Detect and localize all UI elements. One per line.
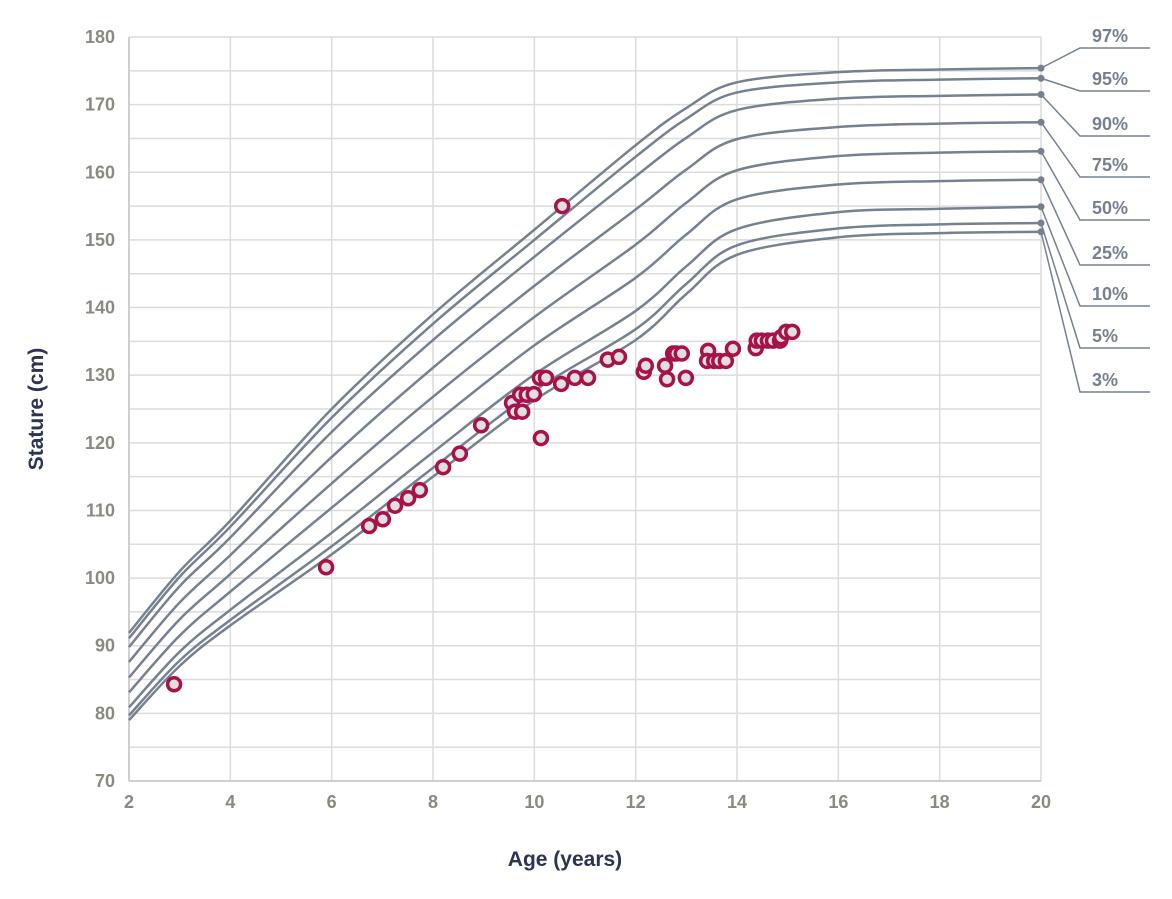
y-tick-label: 70 bbox=[95, 771, 115, 791]
y-tick-label: 110 bbox=[86, 500, 115, 520]
percentile-curve-75 bbox=[128, 120, 1042, 663]
measurement-point bbox=[434, 458, 452, 476]
axes: 2 4 6 8 10 12 14 16 18 20 70 80 90 100 110 120 130 140 150… bbox=[85, 27, 1051, 812]
y-tick-label: 180 bbox=[85, 27, 115, 47]
measurement-point bbox=[724, 340, 742, 358]
y-tick-label: 140 bbox=[85, 298, 115, 318]
percentile-leader-line bbox=[1040, 93, 1150, 137]
percentile-label: 10% bbox=[1092, 284, 1128, 304]
measurement-point bbox=[553, 197, 571, 215]
percentile-curve-90 bbox=[128, 93, 1042, 648]
measurement-point bbox=[317, 559, 335, 576]
percentile-curves bbox=[128, 66, 1042, 721]
x-tick-label: 16 bbox=[828, 792, 848, 812]
percentile-leader-line bbox=[1040, 222, 1150, 349]
percentile-curve-50 bbox=[128, 150, 1042, 679]
percentile-curve-10 bbox=[128, 205, 1042, 709]
y-tick-label: 100 bbox=[85, 568, 115, 588]
x-axis-title: Age (years) bbox=[508, 848, 622, 871]
y-tick-label: 160 bbox=[85, 162, 115, 182]
x-tick-label: 14 bbox=[727, 792, 747, 812]
percentile-label: 50% bbox=[1092, 198, 1128, 218]
measurement-point bbox=[656, 357, 674, 374]
x-tick-label: 4 bbox=[225, 792, 235, 812]
measurement-point bbox=[513, 403, 531, 420]
x-tick-label: 6 bbox=[327, 792, 337, 812]
y-tick-label: 120 bbox=[85, 433, 115, 453]
x-tick-label: 8 bbox=[428, 792, 438, 812]
percentile-label: 95% bbox=[1092, 69, 1128, 89]
measurement-point bbox=[537, 369, 555, 387]
measurement-points bbox=[165, 197, 801, 693]
measurement-point bbox=[374, 510, 392, 528]
percentile-leader-line bbox=[1040, 121, 1150, 178]
measurement-point bbox=[360, 517, 378, 535]
percentile-leader-line bbox=[1040, 179, 1150, 266]
y-tick-label: 90 bbox=[95, 636, 115, 656]
percentile-leader-line bbox=[1040, 47, 1150, 69]
y-tick-label: 130 bbox=[85, 365, 115, 385]
percentile-curve-25 bbox=[128, 178, 1042, 694]
percentile-leader-line bbox=[1040, 231, 1150, 393]
percentile-curve-5 bbox=[128, 221, 1042, 717]
measurement-point bbox=[525, 385, 543, 403]
percentile-label: 25% bbox=[1092, 243, 1128, 263]
x-tick-label: 10 bbox=[524, 792, 544, 812]
percentile-label: 75% bbox=[1092, 155, 1128, 175]
x-tick-label: 20 bbox=[1031, 792, 1051, 812]
percentile-label: 5% bbox=[1092, 326, 1118, 346]
measurement-point bbox=[673, 345, 691, 362]
percentile-curve-95 bbox=[128, 77, 1042, 640]
measurement-point bbox=[386, 497, 404, 514]
measurement-point bbox=[610, 348, 628, 366]
percentile-leader-line bbox=[1040, 150, 1150, 221]
percentile-labels: 97% 95% 90% 75% 50% 25% 10% 5% 3% bbox=[1037, 26, 1150, 393]
measurement-point bbox=[717, 352, 735, 370]
y-axis-title: Stature (cm) bbox=[25, 348, 48, 471]
y-tick-label: 150 bbox=[85, 230, 115, 250]
measurement-point bbox=[411, 481, 429, 499]
measurement-point bbox=[165, 676, 183, 693]
percentile-leader-line bbox=[1040, 77, 1150, 92]
y-tick-label: 80 bbox=[95, 703, 115, 723]
measurement-point bbox=[532, 429, 550, 447]
measurement-point bbox=[637, 357, 655, 374]
measurement-point bbox=[783, 323, 801, 341]
measurement-point bbox=[399, 490, 417, 507]
measurement-point bbox=[658, 370, 676, 388]
measurement-point bbox=[451, 445, 469, 462]
y-tick-label: 170 bbox=[85, 95, 115, 115]
percentile-label: 90% bbox=[1092, 114, 1128, 134]
x-tick-label: 12 bbox=[626, 792, 646, 812]
measurement-point bbox=[566, 369, 584, 387]
measurement-point bbox=[677, 369, 695, 387]
measurement-point bbox=[472, 416, 490, 434]
percentile-leader-line bbox=[1040, 206, 1150, 307]
percentile-label: 3% bbox=[1092, 370, 1118, 390]
x-tick-label: 18 bbox=[930, 792, 950, 812]
grid bbox=[129, 36, 1042, 781]
measurement-point bbox=[579, 369, 597, 387]
percentile-label: 97% bbox=[1092, 26, 1128, 46]
x-tick-label: 2 bbox=[124, 792, 134, 812]
measurement-point bbox=[552, 375, 570, 393]
